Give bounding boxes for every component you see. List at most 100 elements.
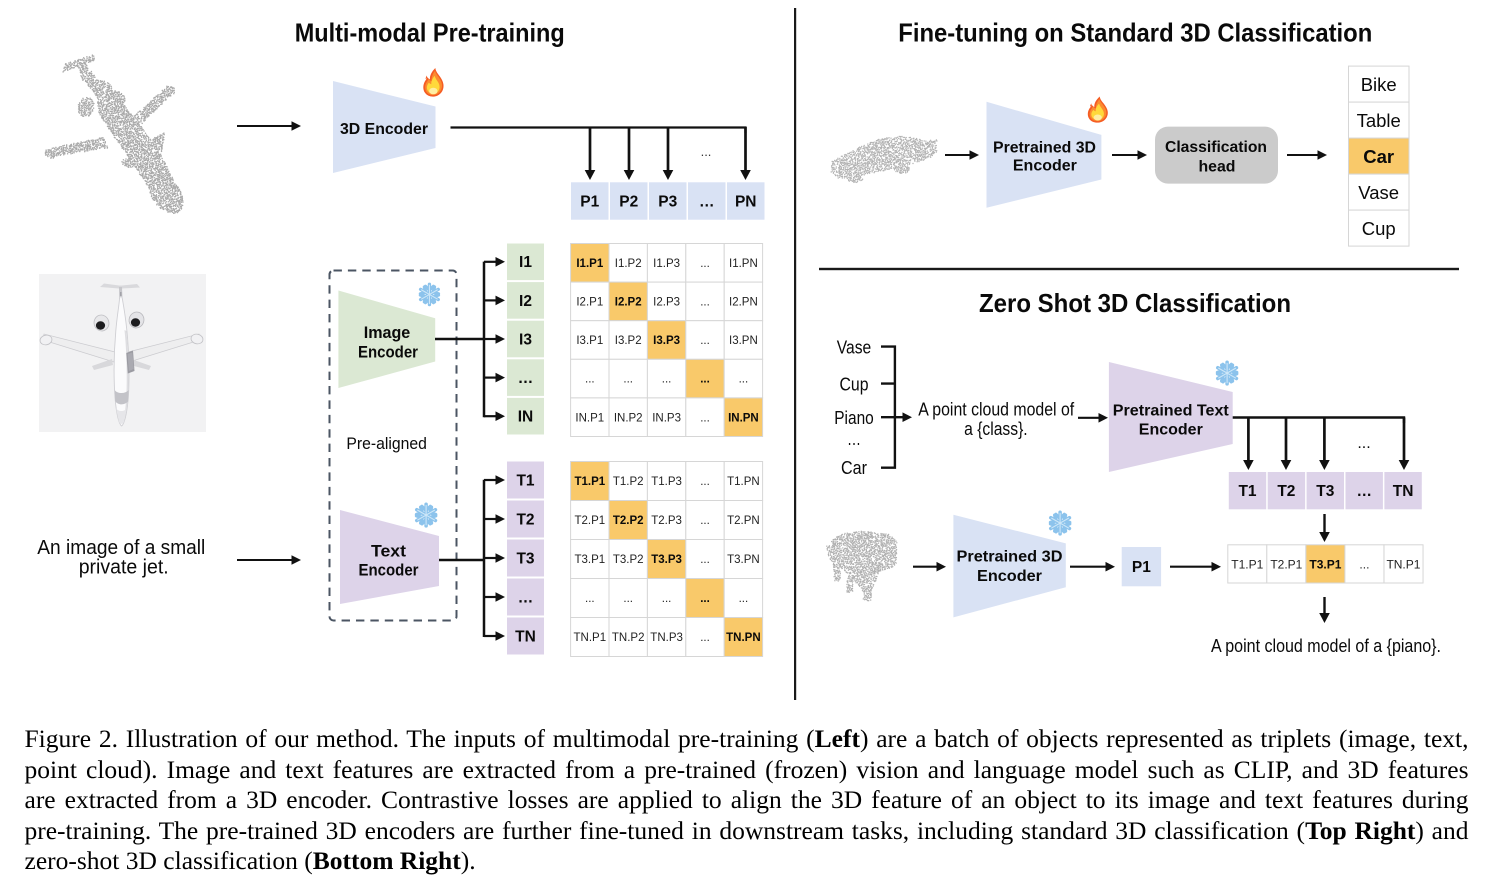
svg-text:...: ... — [662, 374, 672, 386]
svg-text:I3: I3 — [519, 331, 532, 348]
svg-text:...: ... — [700, 554, 710, 566]
svg-text:IN.PN: IN.PN — [728, 412, 759, 424]
svg-text:IN.P3: IN.P3 — [652, 412, 681, 424]
svg-text:I2.P1: I2.P1 — [576, 297, 603, 309]
svg-text:TN.P2: TN.P2 — [612, 632, 645, 644]
svg-text:T1: T1 — [1238, 483, 1256, 500]
svg-text:…: … — [847, 428, 861, 449]
svg-text:...: ... — [623, 593, 633, 605]
svg-text:...: ... — [700, 297, 710, 309]
svg-text:...: ... — [700, 632, 710, 644]
svg-text:I1.PN: I1.PN — [729, 258, 758, 270]
svg-text:An image of a small: An image of a small — [37, 537, 205, 559]
svg-text:Encoder: Encoder — [1139, 422, 1203, 439]
svg-text:I1.P2: I1.P2 — [615, 258, 642, 270]
svg-text:...: ... — [700, 258, 710, 270]
svg-text:Pretrained Text: Pretrained Text — [1113, 403, 1229, 420]
svg-text:Cup: Cup — [840, 373, 869, 394]
svg-text:T2: T2 — [516, 511, 534, 528]
svg-text:I2.P2: I2.P2 — [615, 297, 642, 309]
svg-text:T3: T3 — [1316, 483, 1334, 500]
svg-text:head: head — [1199, 159, 1236, 176]
svg-text:...: ... — [739, 593, 749, 605]
svg-text:TN.P3: TN.P3 — [650, 632, 683, 644]
svg-text:Cup: Cup — [1362, 218, 1396, 239]
svg-text:...: ... — [700, 515, 710, 527]
svg-text:T1.PN: T1.PN — [727, 476, 760, 488]
svg-text:T1.P1: T1.P1 — [574, 476, 605, 488]
svg-text:3D Encoder: 3D Encoder — [340, 121, 428, 138]
svg-text:T3.PN: T3.PN — [727, 554, 760, 566]
svg-text:IN: IN — [518, 409, 534, 426]
svg-text:...: ... — [662, 593, 672, 605]
svg-text:I2.PN: I2.PN — [729, 297, 758, 309]
svg-text:P1: P1 — [1132, 559, 1151, 576]
svg-text:P3: P3 — [658, 194, 677, 211]
svg-text:Text: Text — [371, 543, 407, 561]
svg-text:A point cloud model of a {pian: A point cloud model of a {piano}. — [1211, 635, 1441, 656]
svg-text:...: ... — [700, 412, 710, 424]
svg-text:T3.P2: T3.P2 — [613, 554, 644, 566]
svg-text:IN.P2: IN.P2 — [614, 412, 643, 424]
svg-text:T2.PN: T2.PN — [727, 515, 760, 527]
svg-text:Pretrained 3D: Pretrained 3D — [993, 139, 1096, 156]
svg-text:TN: TN — [1393, 483, 1414, 500]
svg-text:…: … — [699, 194, 715, 211]
svg-text:TN.P1: TN.P1 — [1386, 557, 1420, 571]
svg-text:I2.P3: I2.P3 — [653, 297, 680, 309]
svg-text:Encoder: Encoder — [359, 562, 420, 580]
svg-text:I1.P3: I1.P3 — [653, 258, 680, 270]
svg-text:A point cloud model of: A point cloud model of — [918, 399, 1075, 420]
svg-text:I3.PN: I3.PN — [729, 335, 758, 347]
svg-text:T2.P1: T2.P1 — [1270, 557, 1302, 571]
svg-text:T1.P1: T1.P1 — [1231, 557, 1263, 571]
svg-text:Bike: Bike — [1361, 74, 1397, 95]
svg-text:...: ... — [585, 593, 595, 605]
svg-text:Classification: Classification — [1165, 139, 1267, 156]
svg-text:...: ... — [623, 374, 633, 386]
svg-text:Multi-modal Pre-training: Multi-modal Pre-training — [295, 17, 565, 47]
svg-text:T3.P1: T3.P1 — [574, 554, 605, 566]
svg-text:P1: P1 — [580, 194, 599, 211]
svg-text:T2.P2: T2.P2 — [613, 515, 644, 527]
svg-text:I1: I1 — [519, 254, 532, 271]
svg-text:TN.P1: TN.P1 — [574, 632, 607, 644]
svg-text:Image: Image — [364, 324, 411, 342]
svg-text:I3.P3: I3.P3 — [653, 335, 680, 347]
svg-text:Encoder: Encoder — [358, 344, 419, 362]
svg-text:Fine-tuning on Standard 3D Cla: Fine-tuning on Standard 3D Classificatio… — [898, 17, 1372, 47]
svg-text:T3: T3 — [516, 550, 534, 567]
svg-text:...: ... — [700, 335, 710, 347]
svg-text:...: ... — [585, 374, 595, 386]
svg-text:Encoder: Encoder — [1013, 158, 1077, 175]
svg-text:Pretrained 3D: Pretrained 3D — [957, 549, 1063, 566]
svg-text:Vase: Vase — [1358, 182, 1399, 203]
svg-text:...: ... — [739, 374, 749, 386]
svg-text:Car: Car — [841, 457, 867, 478]
svg-text:T2: T2 — [1277, 483, 1295, 500]
svg-text:T1.P2: T1.P2 — [613, 476, 644, 488]
svg-text:I3.P2: I3.P2 — [615, 335, 642, 347]
svg-text:…: … — [1356, 483, 1372, 500]
svg-text:...: ... — [700, 374, 710, 386]
svg-text:Table: Table — [1357, 110, 1401, 131]
svg-text:...: ... — [700, 593, 710, 605]
svg-text:...: ... — [701, 144, 712, 159]
svg-text:T3.P3: T3.P3 — [651, 554, 682, 566]
svg-text:TN: TN — [515, 628, 536, 645]
svg-text:...: ... — [1359, 557, 1369, 571]
svg-text:I1.P1: I1.P1 — [576, 258, 603, 270]
svg-text:T2.P3: T2.P3 — [651, 515, 682, 527]
svg-text:IN.P1: IN.P1 — [575, 412, 604, 424]
svg-text:I2: I2 — [519, 293, 532, 310]
svg-text:T3.P1: T3.P1 — [1309, 557, 1341, 571]
svg-text:private jet.: private jet. — [79, 556, 169, 578]
svg-text:TN.PN: TN.PN — [726, 632, 761, 644]
svg-text:...: ... — [700, 476, 710, 488]
svg-text:I3.P1: I3.P1 — [576, 335, 603, 347]
svg-text:T1.P3: T1.P3 — [651, 476, 682, 488]
svg-text:Pre-aligned: Pre-aligned — [346, 435, 427, 453]
svg-text:Encoder: Encoder — [977, 568, 1042, 585]
svg-text:a {class}.: a {class}. — [964, 418, 1028, 439]
svg-text:Piano: Piano — [834, 407, 874, 428]
